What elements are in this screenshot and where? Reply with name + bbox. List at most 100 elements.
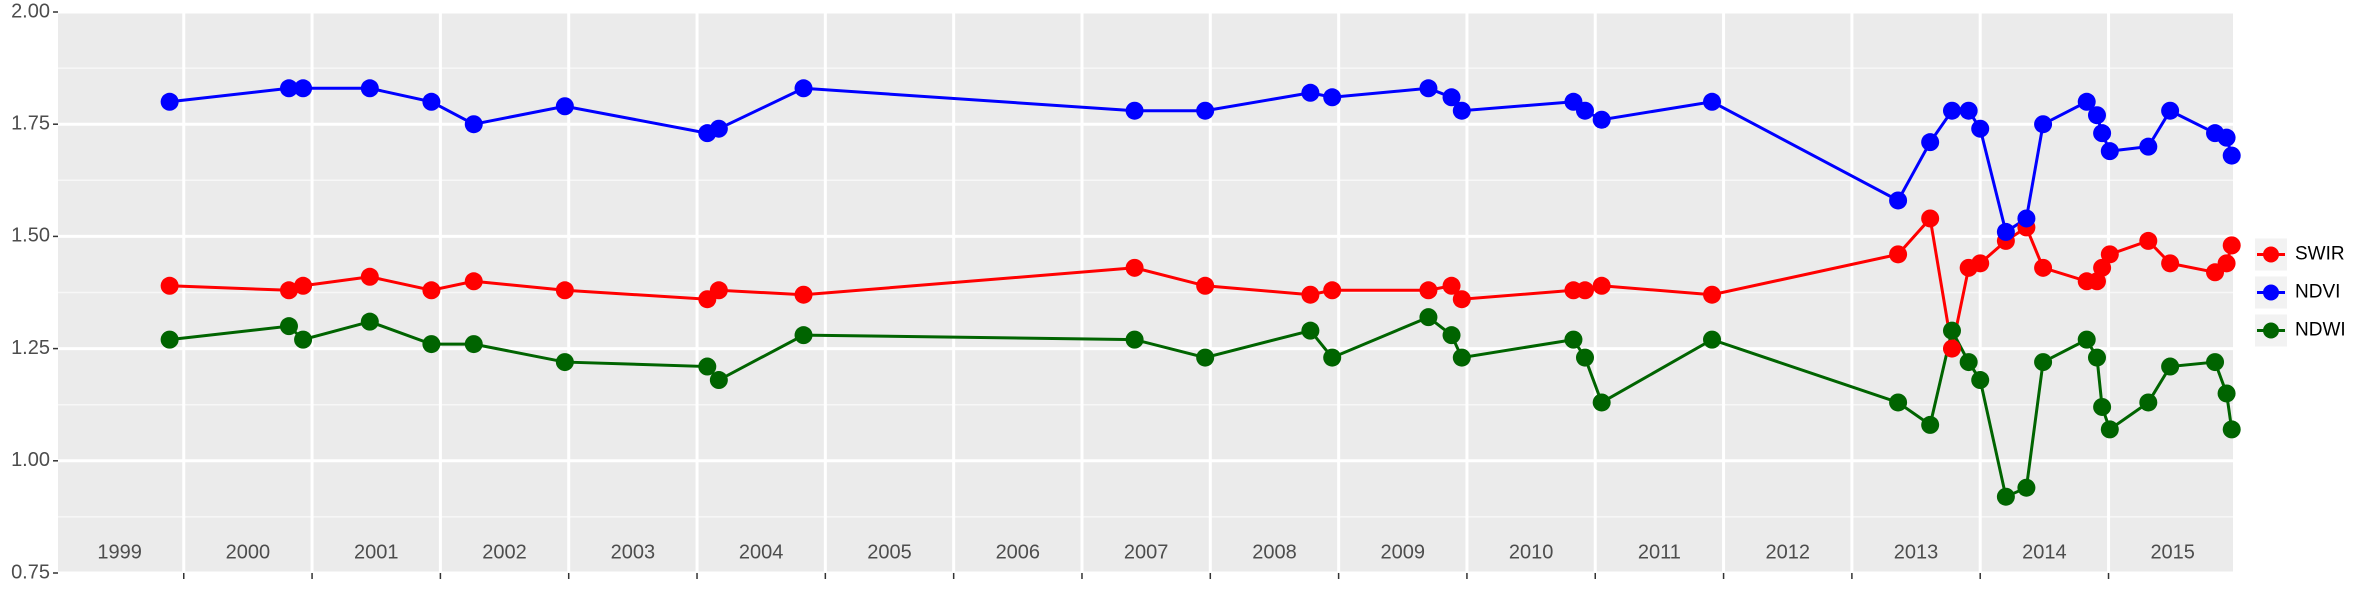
data-point [2161,357,2180,376]
x-tick-label: 2001 [354,541,399,563]
data-point [2217,128,2236,147]
data-point [1921,133,1940,152]
data-point [1703,285,1722,304]
x-tick-label: 2014 [2022,541,2067,563]
data-point [1301,285,1320,304]
x-tick-label: 1999 [97,541,142,563]
data-point [2093,258,2112,277]
data-point [2217,254,2236,273]
legend-dot [2263,246,2279,263]
data-point [160,92,179,111]
data-point [1592,276,1611,295]
data-point [1125,330,1144,349]
data-point [1971,371,1990,390]
data-point [1959,353,1978,372]
data-point [279,281,298,300]
data-point [2087,348,2106,367]
data-point [1942,321,1961,340]
data-point [360,79,379,98]
data-point [1959,101,1978,120]
legend-dot [2263,322,2279,339]
data-point [2161,101,2180,120]
data-point [1575,101,1594,120]
data-point [1703,330,1722,349]
data-point [555,97,574,116]
x-tick-label: 2002 [482,541,527,563]
data-point [464,272,483,291]
data-point [1921,415,1940,434]
data-point [422,335,441,354]
y-tick-label: 1.75 [11,112,50,134]
data-point [1196,348,1215,367]
data-point [1889,191,1908,210]
x-tick-label: 2000 [226,541,271,563]
data-point [1419,79,1438,98]
y-tick-label: 0.75 [11,561,50,583]
data-point [2206,353,2225,372]
y-tick-label: 1.00 [11,449,50,471]
data-point [2093,124,2112,143]
x-tick-label: 2006 [996,541,1041,563]
data-point [1971,119,1990,138]
legend-label: NDWI [2295,320,2346,341]
x-tick-label: 2011 [1638,541,1681,563]
data-point [464,115,483,134]
data-point [1942,339,1961,358]
data-point [160,276,179,295]
data-point [294,276,313,295]
data-point [1442,326,1461,345]
legend-label: SWIR [2295,244,2345,265]
data-point [1592,110,1611,129]
data-point [422,281,441,300]
data-point [2139,137,2158,156]
data-point [279,317,298,336]
data-point [360,312,379,331]
x-tick-label: 2004 [739,541,784,563]
data-point [2017,478,2036,497]
y-tick-label: 1.25 [11,337,50,359]
data-point [1564,330,1583,349]
data-point [2222,146,2241,165]
data-point [1575,281,1594,300]
data-point [555,353,574,372]
x-tick-label: 2012 [1765,541,1810,563]
data-point [2077,330,2096,349]
data-point [2139,393,2158,412]
data-point [1125,258,1144,277]
data-point [1942,101,1961,120]
x-tick-label: 2007 [1124,541,1169,563]
data-point [1592,393,1611,412]
data-point [2034,115,2053,134]
data-point [1125,101,1144,120]
data-point [2077,92,2096,111]
legend-label: NDVI [2295,282,2340,303]
data-point [2017,209,2036,228]
x-tick-label: 2005 [867,541,912,563]
data-point [2034,258,2053,277]
legend-dot [2263,284,2279,301]
data-point [1889,393,1908,412]
data-point [422,92,441,111]
data-point [698,357,717,376]
data-point [794,79,813,98]
data-point [1196,276,1215,295]
x-tick-label: 2009 [1381,541,1426,563]
data-point [2139,231,2158,250]
data-point [2100,420,2119,439]
data-point [1452,290,1471,309]
data-point [2217,384,2236,403]
data-point [2222,420,2241,439]
data-point [2100,245,2119,264]
x-tick-label: 2008 [1252,541,1297,563]
data-point [1971,254,1990,273]
data-point [1442,276,1461,295]
data-point [294,330,313,349]
data-point [1996,222,2015,241]
data-point [1996,487,2015,506]
data-point [2093,397,2112,416]
x-tick-label: 2010 [1509,541,1554,563]
data-point [1575,348,1594,367]
data-point [1452,101,1471,120]
data-point [1323,281,1342,300]
